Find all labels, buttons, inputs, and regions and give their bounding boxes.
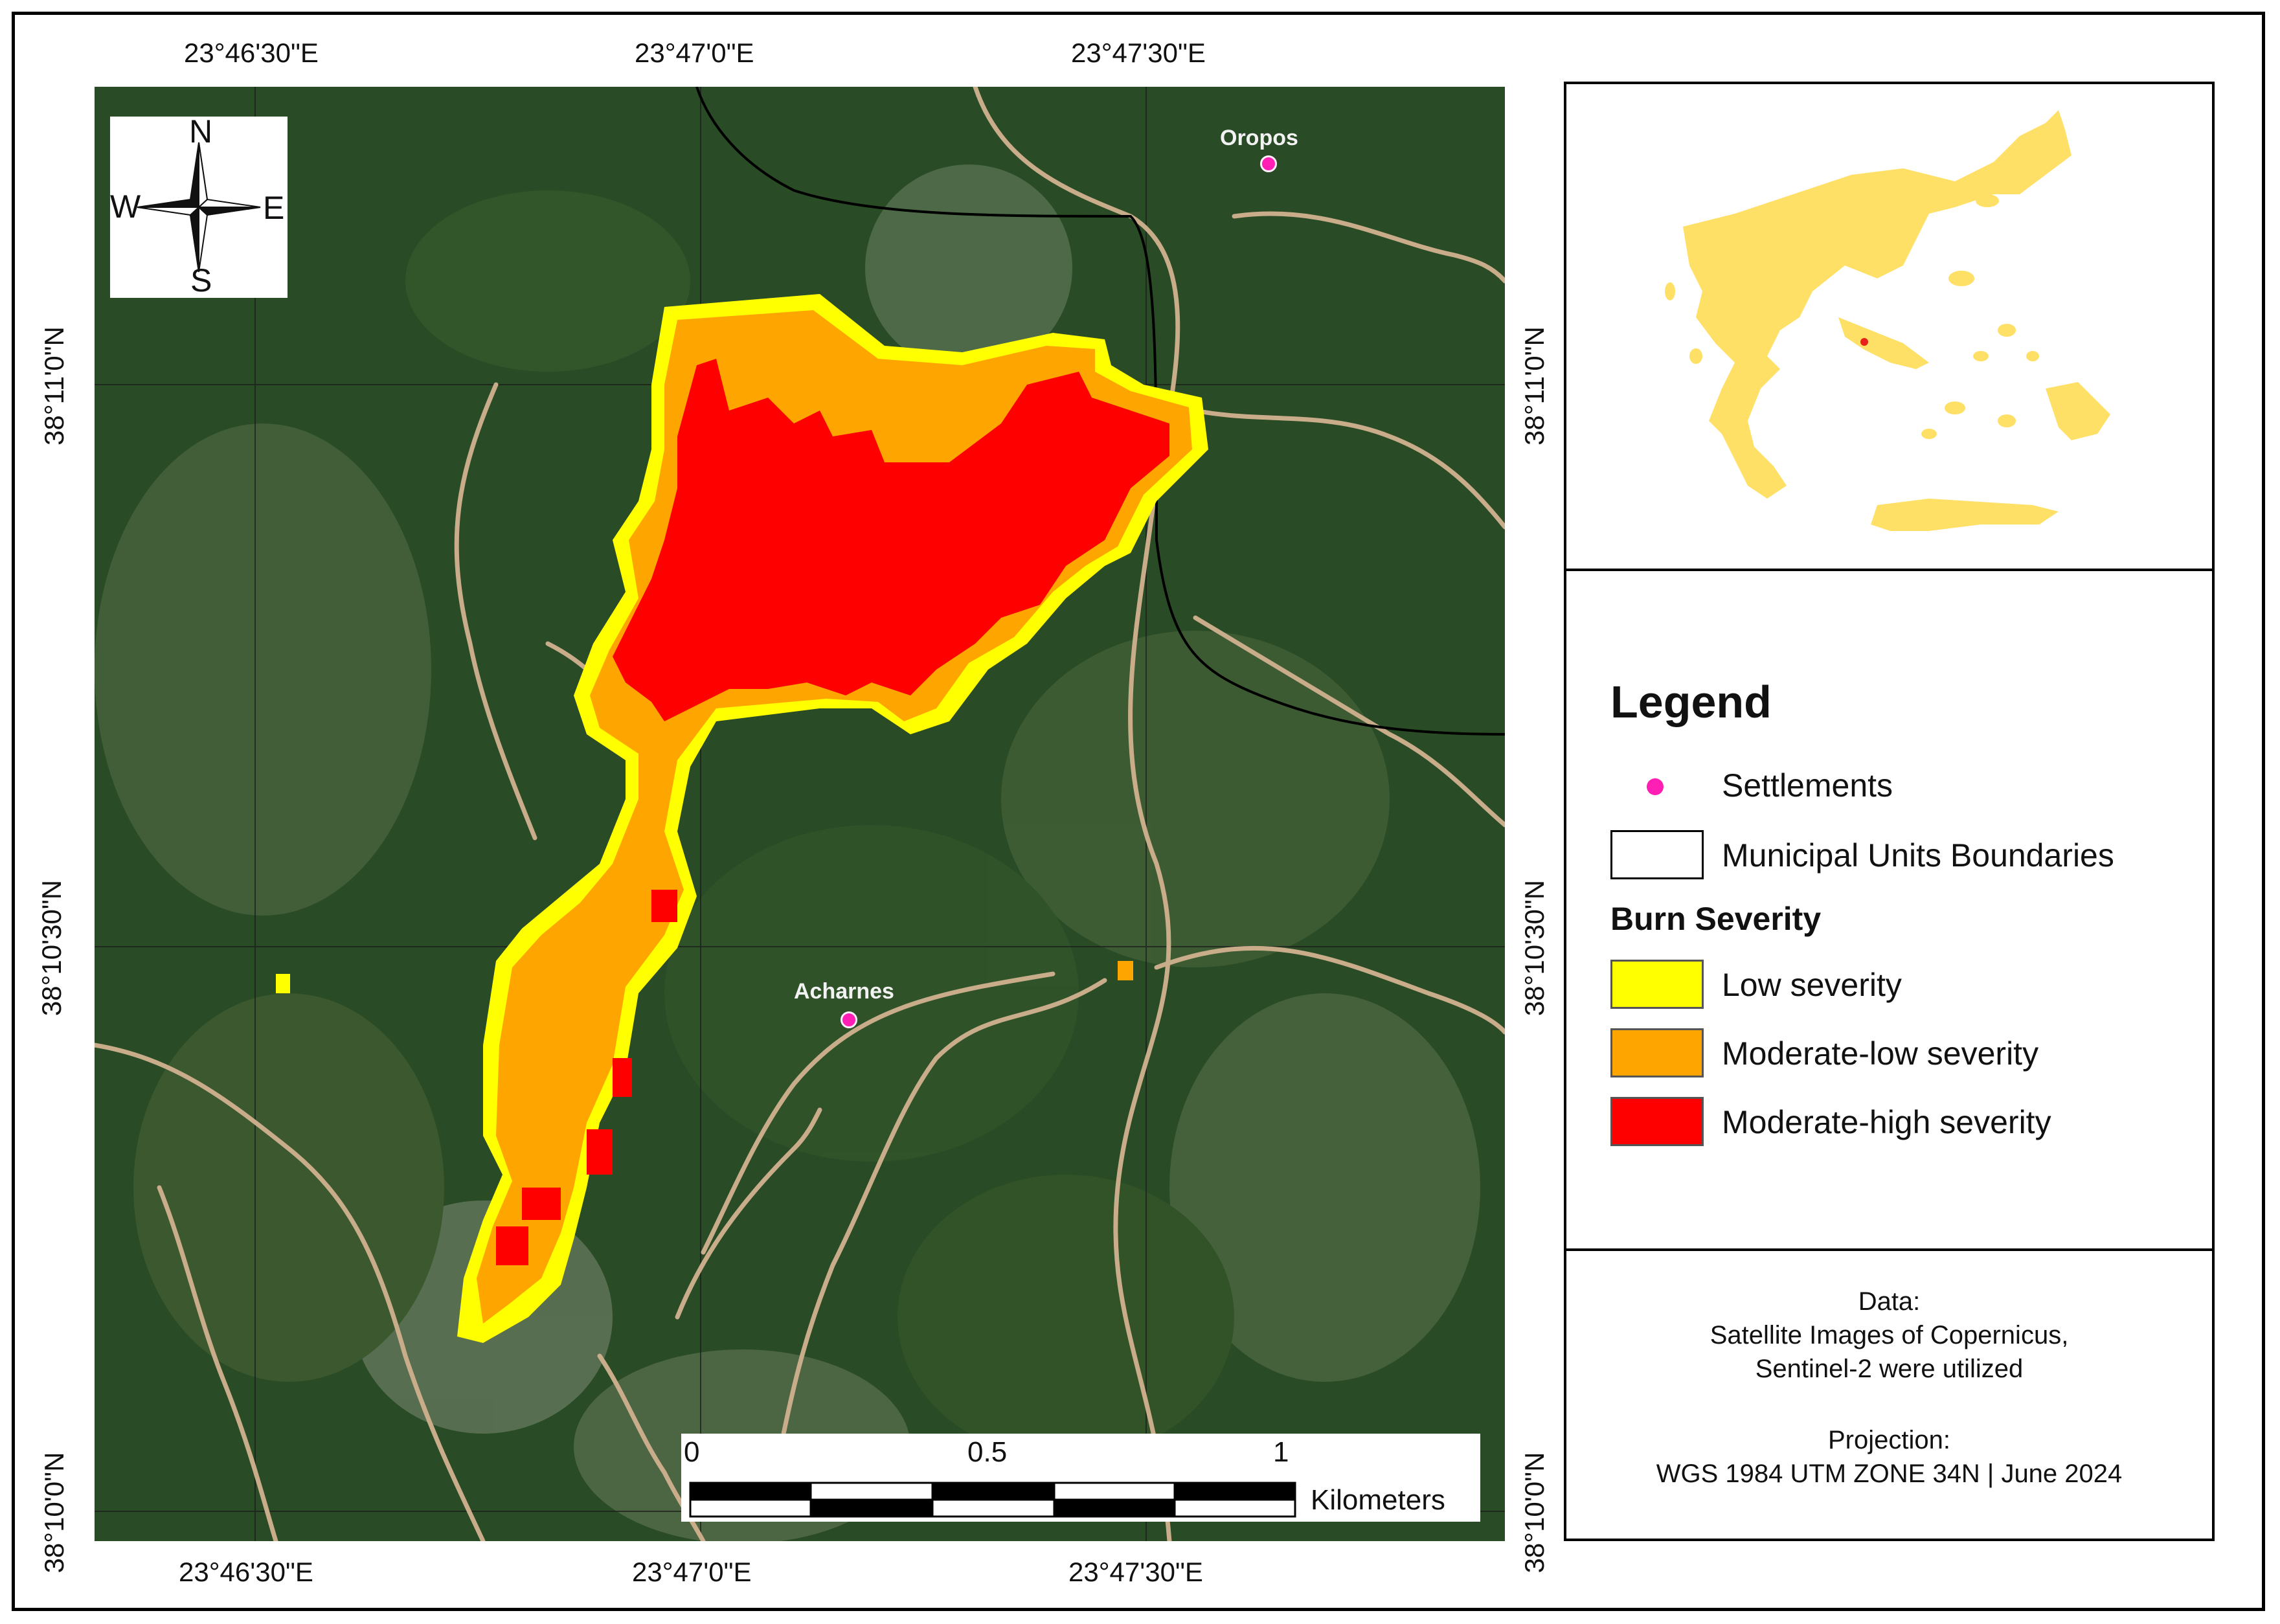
coord-top-2: 23°47'0"E bbox=[635, 38, 754, 68]
moderate-high-severity-swatch bbox=[1610, 1097, 1704, 1146]
coord-top-1: 23°46'30"E bbox=[184, 38, 319, 68]
compass-w: W bbox=[110, 188, 141, 225]
settlement-marker-oropos[interactable] bbox=[1260, 155, 1277, 172]
burn-patch-small bbox=[1118, 961, 1133, 980]
compass-rose-icon bbox=[137, 142, 261, 273]
legend-panel: Legend Settlements Municipal Units Bound… bbox=[1564, 569, 2215, 1251]
legend-moderate-low-label: Moderate-low severity bbox=[1722, 1035, 2039, 1072]
coord-right-3: 38°10'0"N bbox=[1519, 1452, 1550, 1573]
coord-left-1: 38°11'0"N bbox=[39, 326, 69, 445]
map-canvas bbox=[95, 87, 1505, 1541]
coord-bottom-2: 23°47'0"E bbox=[632, 1557, 752, 1587]
settlement-label-acharnes: Acharnes bbox=[794, 979, 894, 1004]
scale-tick-0: 0 bbox=[684, 1436, 700, 1468]
settlement-marker-acharnes[interactable] bbox=[841, 1011, 857, 1028]
satellite-map[interactable]: N S W E Oropos Acharnes 0 0.5 1 Ki bbox=[95, 87, 1505, 1541]
burn-area bbox=[457, 294, 1208, 1343]
legend-moderate-high-label: Moderate-high severity bbox=[1722, 1104, 2051, 1140]
projection-heading: Projection: bbox=[1828, 1426, 1950, 1454]
greece-inset-graphic bbox=[1665, 110, 2110, 531]
coord-left-2: 38°10'30"N bbox=[36, 879, 67, 1017]
settlement-label-oropos: Oropos bbox=[1220, 126, 1298, 150]
burn-patch-small bbox=[276, 974, 290, 993]
scale-bar-graphic bbox=[689, 1482, 1296, 1518]
legend-burn-title: Burn Severity bbox=[1610, 901, 1822, 937]
inset-map-greece[interactable] bbox=[1564, 82, 2215, 571]
boundary-swatch bbox=[1610, 830, 1704, 879]
data-source-panel: Data: Satellite Images of Copernicus, Se… bbox=[1564, 1248, 2215, 1541]
scale-tick-05: 0.5 bbox=[967, 1436, 1008, 1468]
legend-title: Legend bbox=[1610, 677, 1772, 727]
burn-moderate-high-severity bbox=[496, 359, 1169, 1265]
scale-tick-1: 1 bbox=[1273, 1436, 1289, 1468]
legend-boundaries-label: Municipal Units Boundaries bbox=[1722, 837, 2114, 874]
north-arrow: N S W E bbox=[110, 113, 288, 299]
compass-e: E bbox=[263, 190, 285, 226]
data-heading: Data: bbox=[1858, 1287, 1921, 1316]
low-severity-swatch bbox=[1610, 960, 1704, 1009]
study-area-marker bbox=[1860, 338, 1868, 346]
greece-landmass bbox=[1665, 110, 2110, 531]
coord-top-3: 23°47'30"E bbox=[1071, 38, 1206, 68]
data-source-line1: Satellite Images of Copernicus, bbox=[1710, 1321, 2069, 1349]
legend-settlements-label: Settlements bbox=[1722, 767, 1893, 804]
moderate-low-severity-swatch bbox=[1610, 1028, 1704, 1077]
coord-left-3: 38°10'0"N bbox=[39, 1452, 69, 1573]
scale-unit: Kilometers bbox=[1311, 1484, 1445, 1516]
coord-bottom-1: 23°46'30"E bbox=[179, 1557, 313, 1587]
data-source-line2: Sentinel-2 were utilized bbox=[1755, 1355, 2024, 1383]
coord-right-2: 38°10'30"N bbox=[1519, 879, 1550, 1017]
compass-n: N bbox=[189, 113, 213, 150]
coord-bottom-3: 23°47'30"E bbox=[1068, 1557, 1203, 1587]
settlement-symbol-icon bbox=[1647, 778, 1664, 795]
map-frame bbox=[12, 12, 2265, 1611]
compass-s: S bbox=[190, 262, 212, 299]
coord-right-1: 38°11'0"N bbox=[1519, 326, 1550, 445]
scale-bar: 0 0.5 1 Kilometers bbox=[681, 1434, 1480, 1522]
municipal-boundary bbox=[695, 87, 1505, 736]
legend-low-label: Low severity bbox=[1722, 967, 1902, 1003]
projection-value: WGS 1984 UTM ZONE 34N | June 2024 bbox=[1656, 1460, 2123, 1488]
